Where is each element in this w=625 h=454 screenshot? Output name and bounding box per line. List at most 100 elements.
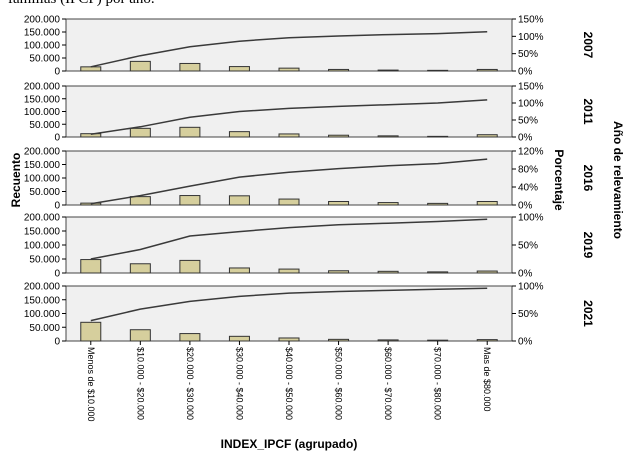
bar-2019-4 <box>278 268 300 274</box>
bar-2007-5 <box>328 68 350 72</box>
right-tick-label: 150% <box>518 15 544 26</box>
x-tick-label: $50.000 - $60.000 <box>334 347 344 420</box>
bar-2016-1 <box>129 196 151 206</box>
left-tick-label: 150.000 <box>24 227 61 238</box>
left-tick-label: 50.000 <box>29 54 60 65</box>
bar-2019-5 <box>328 270 350 274</box>
bar-2007-0 <box>80 66 102 72</box>
facet-year-label: 2011 <box>581 98 595 124</box>
left-tick-label: 100.000 <box>24 41 61 52</box>
bar-2016-3 <box>228 195 250 206</box>
x-tick-label: Menos de $10.000 <box>86 347 96 422</box>
left-tick-label: 100.000 <box>24 241 61 252</box>
bar-2011-5 <box>328 134 350 138</box>
cumulative-line-2007 <box>90 31 488 68</box>
right-tick-label: 100% <box>518 282 544 293</box>
right-tick-label: 0% <box>518 337 533 348</box>
right-tick-label: 120% <box>518 147 544 158</box>
bar-2019-1 <box>129 263 151 274</box>
bar-2011-6 <box>377 135 399 138</box>
bar-2021-4 <box>278 337 300 342</box>
right-tick-label: 0% <box>518 67 533 78</box>
bar-2011-3 <box>228 131 250 138</box>
left-tick-label: 150.000 <box>24 94 61 105</box>
bar-2016-4 <box>278 198 300 206</box>
bar-2007-2 <box>179 62 201 72</box>
bar-2007-1 <box>129 60 151 72</box>
x-tick-label: $40.000 - $50.000 <box>284 347 294 420</box>
bar-2016-5 <box>328 200 350 206</box>
right-tick-label: 100% <box>518 99 544 110</box>
facet-year-label: 2007 <box>581 32 595 59</box>
cumulative-line-2016 <box>90 158 488 205</box>
figure-caption: familias (IPCF) por año. <box>8 0 155 8</box>
left-tick-label: 200.000 <box>24 147 61 158</box>
x-tick-label: $70.000 - $80.000 <box>433 347 443 420</box>
bar-2016-7 <box>427 202 449 206</box>
left-tick-label: 150.000 <box>24 160 61 171</box>
bar-2019-2 <box>179 259 201 274</box>
left-tick-label: 150.000 <box>24 28 61 39</box>
left-tick-label: 50.000 <box>29 120 60 131</box>
left-tick-label: 200.000 <box>24 82 61 93</box>
left-tick-label: 0 <box>54 67 60 78</box>
bar-2016-6 <box>377 202 399 206</box>
left-tick-label: 0 <box>54 201 60 212</box>
right-tick-label: 0% <box>518 201 533 212</box>
left-tick-label: 200.000 <box>24 15 61 26</box>
facet-year-label: 2021 <box>581 300 595 327</box>
bar-2011-8 <box>476 134 498 138</box>
bar-2016-2 <box>179 195 201 206</box>
left-tick-label: 0 <box>54 133 60 144</box>
bar-2021-5 <box>328 338 350 342</box>
bar-2007-4 <box>278 67 300 72</box>
x-tick-label: $60.000 - $70.000 <box>383 347 393 420</box>
bar-2007-6 <box>377 69 399 72</box>
bar-2019-7 <box>427 271 449 274</box>
bar-2019-8 <box>476 270 498 274</box>
x-tick-label: $20.000 - $30.000 <box>185 347 195 420</box>
right-tick-label: 0% <box>518 133 533 144</box>
cumulative-line-2021 <box>90 287 488 322</box>
bar-2011-1 <box>129 127 151 138</box>
right-tick-label: 50% <box>518 116 538 127</box>
x-tick-label: $10.000 - $20.000 <box>135 347 145 420</box>
left-tick-label: 0 <box>54 269 60 280</box>
left-tick-label: 50.000 <box>29 255 60 266</box>
left-tick-label: 0 <box>54 337 60 348</box>
right-tick-label: 50% <box>518 241 538 252</box>
cumulative-line-2019 <box>90 218 488 260</box>
bar-2021-0 <box>80 321 102 342</box>
y-axis-title: Recuento <box>9 153 23 208</box>
bar-2007-7 <box>427 69 449 72</box>
facet-year-label: 2019 <box>581 232 595 259</box>
left-tick-label: 100.000 <box>24 309 61 320</box>
left-tick-label: 100.000 <box>24 107 61 118</box>
x-tick-label: Mas de $80.000 <box>482 347 492 412</box>
right-tick-label: 100% <box>518 213 544 224</box>
right-tick-label: 40% <box>518 183 538 194</box>
right-tick-label: 80% <box>518 165 538 176</box>
right-tick-label: 100% <box>518 32 544 43</box>
left-tick-label: 150.000 <box>24 295 61 306</box>
bar-2007-3 <box>228 66 250 72</box>
y2-axis-title: Porcentaje <box>552 149 566 211</box>
bar-2019-6 <box>377 270 399 274</box>
facet-year-label: 2016 <box>581 165 595 192</box>
bar-2021-3 <box>228 335 250 342</box>
bar-2007-8 <box>476 68 498 72</box>
bar-2021-8 <box>476 339 498 342</box>
bar-2019-3 <box>228 267 250 274</box>
bar-2021-2 <box>179 333 201 342</box>
bar-2011-7 <box>427 135 449 138</box>
left-tick-label: 200.000 <box>24 282 61 293</box>
bar-2016-8 <box>476 200 498 206</box>
x-tick-label: $30.000 - $40.000 <box>234 347 244 420</box>
right-tick-label: 50% <box>518 49 538 60</box>
x-axis-title: INDEX_IPCF (agrupado) <box>221 437 358 451</box>
bar-2011-0 <box>80 133 102 138</box>
bar-2011-4 <box>278 133 300 138</box>
right-tick-label: 0% <box>518 269 533 280</box>
left-tick-label: 50.000 <box>29 323 60 334</box>
